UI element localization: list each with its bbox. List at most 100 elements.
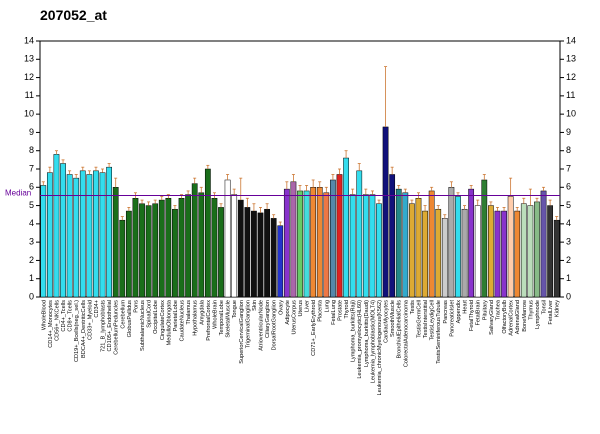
- x-tick-label: Skin: [252, 300, 258, 311]
- bar: [336, 174, 343, 298]
- x-tick-label: Pituitary: [482, 300, 488, 320]
- bar: [448, 187, 455, 298]
- y2-tick-label: 12: [566, 72, 576, 82]
- x-tick-label: SkeletalMuscle: [226, 300, 232, 338]
- x-tick-label: Uterus: [298, 300, 304, 317]
- x-tick-label: BronchialEpithelialCells: [397, 300, 403, 359]
- bar: [185, 194, 191, 298]
- bar: [435, 208, 442, 298]
- y2-tick-label: 4: [566, 218, 571, 228]
- y-tick-label: 1: [29, 273, 34, 283]
- bar: [112, 187, 119, 298]
- x-tick-label: 721_B_lymphoblasts: [101, 300, 107, 352]
- x-tick-label: Trachea: [495, 299, 501, 320]
- bar: [323, 192, 330, 298]
- bar: [349, 194, 356, 298]
- x-tick-label: Lung: [324, 300, 330, 312]
- x-tick-label: CD34+: [94, 300, 100, 318]
- y-tick-label: 13: [24, 54, 34, 64]
- bar: [125, 210, 132, 298]
- y2-tick-label: 5: [566, 200, 571, 210]
- y2-tick-label: 6: [566, 182, 571, 192]
- x-tick-label: FetalLung: [331, 300, 337, 325]
- x-tick-label: Prostate: [337, 300, 343, 321]
- bar: [409, 203, 415, 298]
- bar: [369, 194, 376, 298]
- x-tick-label: ParietalLobe: [173, 300, 179, 331]
- x-tick-label: CD4+_Tcells: [61, 300, 67, 332]
- y-tick-label: 10: [24, 109, 34, 119]
- x-tick-label: Kidney: [555, 300, 561, 317]
- bar: [145, 205, 152, 298]
- bar: [455, 196, 461, 298]
- bar: [158, 199, 165, 298]
- x-tick-label: CardiacMyocytes: [384, 300, 390, 343]
- y-tick-label: 5: [29, 200, 34, 210]
- y2-tick-label: 9: [566, 127, 571, 137]
- x-tick-label: Thalamus: [186, 300, 192, 325]
- x-tick-label: Tonsil: [542, 300, 548, 314]
- bar: [474, 205, 481, 298]
- x-tick-label: Testis: [410, 300, 416, 315]
- bar: [283, 188, 290, 298]
- y2-tick-label: 10: [566, 109, 576, 119]
- bar: [468, 188, 475, 298]
- bar: [270, 218, 277, 298]
- x-tick-label: PrefrontalCortex: [206, 300, 212, 341]
- bar: [93, 170, 99, 298]
- x-tick-label: Lymphoma_burkitts(Raji): [351, 300, 357, 362]
- bar: [237, 199, 244, 298]
- x-tick-label: PancreaticIslet: [449, 300, 455, 337]
- x-tick-label: BoneMarrow: [522, 299, 528, 332]
- bar: [441, 218, 448, 298]
- x-tick-label: Lymphoma_burkitts(Daudi): [364, 300, 370, 367]
- bar: [297, 190, 303, 298]
- x-tick-label: CD14+_Monocytes: [48, 300, 54, 348]
- x-tick-label: CingulateCortex: [160, 300, 166, 340]
- y2-tick-label: 14: [566, 35, 576, 45]
- bar: [514, 210, 521, 298]
- bar: [402, 192, 409, 298]
- bar: [178, 198, 185, 298]
- bar: [152, 203, 159, 298]
- bar: [395, 188, 402, 298]
- x-tick-label: CerebellumPeduncles: [114, 300, 120, 355]
- x-tick-label: Leukemia_chronicMyelogenous(K562): [377, 300, 383, 396]
- x-tick-label: Ovary: [278, 300, 284, 315]
- bar: [461, 208, 468, 298]
- x-tick-label: DorsalRootGanglion: [272, 300, 278, 350]
- bar: [198, 192, 205, 298]
- bar: [211, 198, 218, 298]
- bar: [330, 179, 336, 298]
- bar: [389, 174, 396, 298]
- x-tick-label: SmoothMuscle: [390, 300, 396, 337]
- bar: [40, 185, 47, 298]
- bar: [231, 194, 238, 298]
- bar: [310, 187, 317, 298]
- y-tick-label: 4: [29, 218, 34, 228]
- x-tick-label: Leukemia_promyelocytic(HL60): [357, 300, 363, 379]
- bar: [303, 190, 310, 298]
- bar: [520, 203, 527, 298]
- bar: [86, 174, 93, 298]
- bar: [356, 170, 363, 298]
- bar: [547, 205, 554, 298]
- bar: [428, 190, 435, 298]
- x-tick-label: Pancreas: [443, 300, 449, 324]
- x-tick-label: TestisLeydigCell: [430, 300, 436, 340]
- bar: [422, 210, 428, 298]
- bar: [376, 203, 382, 298]
- bar: [257, 212, 264, 298]
- x-tick-label: FetalThyroid: [469, 300, 475, 331]
- x-tick-label: GlobusPallidus: [127, 300, 133, 338]
- bar: [191, 183, 198, 298]
- bar: [534, 201, 540, 298]
- x-tick-label: CD56+_NKCells: [54, 300, 60, 341]
- bar: [79, 170, 86, 298]
- x-tick-label: CD71+_EarlyErythroid: [311, 300, 317, 356]
- bar: [251, 210, 257, 298]
- bar: [119, 219, 126, 298]
- y-tick-label: 9: [29, 127, 34, 137]
- x-tick-label: CiliaryGanglion: [265, 300, 271, 338]
- x-tick-label: CD8+_Tcells: [68, 300, 74, 332]
